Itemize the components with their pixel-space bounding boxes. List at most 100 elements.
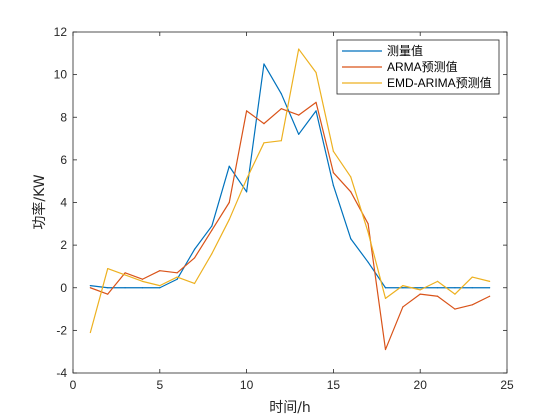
series-2-point xyxy=(471,304,473,306)
series-2-point xyxy=(350,191,352,193)
series-1-point xyxy=(489,287,491,289)
series-3-point xyxy=(263,142,265,144)
y-tick-label: -4 xyxy=(56,366,67,380)
series-2-point xyxy=(176,272,178,274)
series-3-point xyxy=(350,176,352,178)
series-3-point xyxy=(315,71,317,74)
series-2-point xyxy=(419,293,421,295)
series-3-point xyxy=(228,218,230,221)
series-3-point xyxy=(176,276,178,278)
series-2-point xyxy=(402,306,404,308)
series-1-point xyxy=(107,287,109,289)
series-3-point xyxy=(141,280,144,282)
x-axis-label: 时间/h xyxy=(269,400,311,416)
series-3-point xyxy=(280,140,282,142)
series-3-point xyxy=(246,178,248,180)
y-tick-label: 6 xyxy=(60,153,67,167)
legend-label-1: 测量值 xyxy=(387,43,423,58)
y-tick-label: 10 xyxy=(54,68,68,82)
series-3-point xyxy=(211,253,213,255)
y-axis-label: 功率/KW xyxy=(31,174,48,229)
series-1-point xyxy=(350,238,352,240)
y-tick-label: 2 xyxy=(60,238,67,252)
series-2-point xyxy=(298,114,300,116)
series-3-point xyxy=(489,280,491,282)
series-1-point xyxy=(211,225,213,227)
series-3-point xyxy=(384,297,387,300)
series-2-point xyxy=(193,257,196,259)
series-3-point xyxy=(367,231,369,233)
series-1-point xyxy=(367,261,369,263)
series-2-point xyxy=(436,295,439,297)
series-2-point xyxy=(124,272,126,274)
series-1-point xyxy=(141,287,144,289)
series-2-point xyxy=(228,201,230,204)
series-2-point xyxy=(384,348,387,351)
series-1-point xyxy=(454,287,456,289)
series-1-point xyxy=(228,165,230,167)
y-tick-label: 12 xyxy=(54,25,68,39)
series-1-point xyxy=(419,287,421,289)
series-1-point xyxy=(89,285,91,287)
series-3-point xyxy=(454,293,456,295)
series-3-point xyxy=(298,48,300,50)
legend-label-3: EMD-ARIMA预测值 xyxy=(387,75,492,90)
y-tick-label: 4 xyxy=(60,196,67,210)
series-1-point xyxy=(402,287,404,289)
series-1-point xyxy=(384,287,387,289)
series-2-point xyxy=(107,293,109,295)
series-2-point xyxy=(141,278,144,280)
series-1-point xyxy=(298,133,300,135)
x-tick-label: 20 xyxy=(414,378,428,392)
series-2-point xyxy=(315,101,317,103)
series-2-point xyxy=(489,295,491,297)
series-1-point xyxy=(280,93,282,95)
series-3-point xyxy=(332,150,334,152)
series-1-point xyxy=(471,287,473,289)
x-tick-label: 15 xyxy=(327,378,341,392)
series-3-point xyxy=(159,285,161,287)
series-2-point xyxy=(263,123,265,125)
series-2-point xyxy=(367,223,369,225)
x-axis-ticks: 0 5 10 15 20 25 xyxy=(70,32,514,392)
series-2-point xyxy=(280,108,282,110)
legend-label-2: ARMA预测值 xyxy=(387,59,458,74)
series-2-point xyxy=(211,229,213,231)
x-tick-label: 10 xyxy=(240,378,254,392)
series-3-point xyxy=(193,282,196,285)
series-line-2 xyxy=(90,101,490,351)
series-1-point xyxy=(436,287,439,289)
y-axis-ticks: -4 -2 0 2 4 6 8 10 12 xyxy=(54,25,507,380)
series-1-point xyxy=(246,191,248,193)
series-3-point xyxy=(471,276,473,278)
series-3-point xyxy=(436,280,439,282)
series-1-point xyxy=(124,287,126,289)
series-3-point xyxy=(89,331,91,334)
x-tick-label: 0 xyxy=(70,378,77,392)
series-3-point xyxy=(124,274,126,276)
series-layer xyxy=(89,48,491,351)
series-3-point xyxy=(419,289,421,291)
y-tick-label: 0 xyxy=(60,281,67,295)
series-1-point xyxy=(332,184,334,187)
series-3-point xyxy=(402,285,404,287)
series-1-point xyxy=(263,63,265,65)
series-2-point xyxy=(159,270,161,272)
series-line-3 xyxy=(89,48,490,333)
series-1-point xyxy=(315,110,317,112)
series-2-point xyxy=(454,308,456,310)
y-tick-label: 8 xyxy=(60,110,67,124)
x-tick-label: 5 xyxy=(156,378,163,392)
series-line-1 xyxy=(90,63,490,289)
x-tick-label: 25 xyxy=(500,378,514,392)
series-2-point xyxy=(89,287,91,289)
series-1-point xyxy=(193,248,196,250)
series-1-point xyxy=(176,278,178,280)
y-tick-label: -2 xyxy=(56,323,67,337)
series-1-point xyxy=(159,287,161,289)
series-3-point xyxy=(107,267,109,270)
series-2-point xyxy=(332,172,334,174)
series-2-point xyxy=(246,110,248,112)
